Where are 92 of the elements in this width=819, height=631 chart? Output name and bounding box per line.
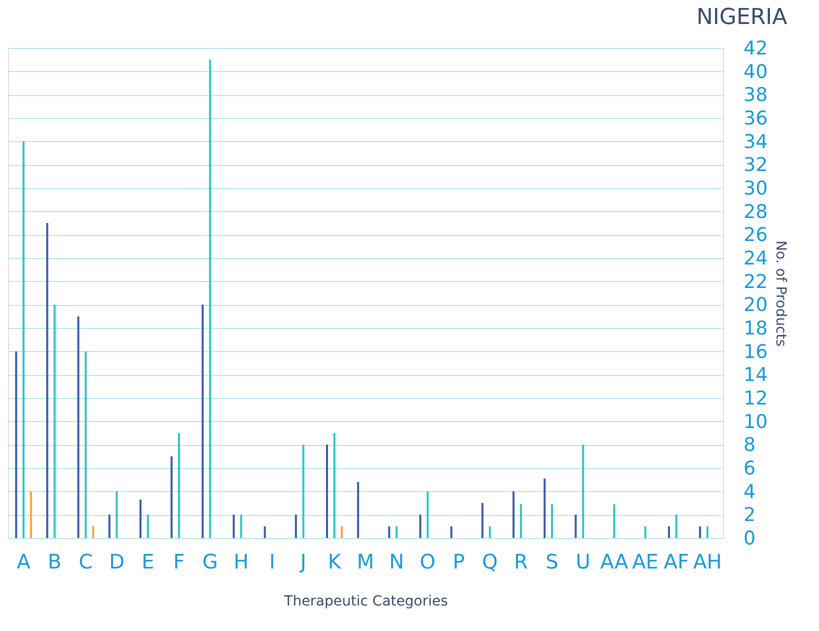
y-tick-label: 0 [744,528,756,550]
bar [333,433,336,538]
x-tick-label: S [546,550,558,574]
bar [202,304,204,538]
bar [450,526,452,538]
bar [15,351,18,538]
bar [240,514,242,538]
bar [170,456,173,538]
bar [264,526,266,538]
y-tick-label: 18 [744,318,768,340]
y-tick-label: 32 [744,154,768,176]
y-tick-label: 30 [744,178,768,200]
bar [146,514,149,538]
bar [30,491,32,538]
bar [22,141,25,538]
bar [388,526,390,538]
bar [232,514,235,538]
bar [512,491,515,538]
x-tick-label: N [389,550,404,574]
bar [574,514,577,538]
chart-title: NIGERIA [696,5,788,30]
x-tick-label: O [420,550,436,574]
x-tick-label: F [173,550,185,574]
x-tick-label: Q [482,550,498,574]
bar [582,444,584,538]
y-tick-label: 24 [744,248,768,270]
x-tick-label: C [78,550,93,574]
y-tick-label: 22 [744,270,768,293]
bar [357,482,360,538]
y-tick-label: 4 [744,480,756,503]
x-tick-label: J [298,550,306,574]
x-tick-label: B [48,550,62,574]
y-tick-label: 12 [744,388,768,410]
x-tick-label: AA [600,550,628,574]
bar [699,526,702,538]
x-tick-label: AH [693,550,722,574]
bar [302,444,304,538]
bar [675,514,678,538]
x-tick-label: M [356,550,374,574]
y-tick-label: 20 [744,294,768,316]
bar [139,500,142,538]
x-tick-label: I [269,550,276,574]
bar [396,526,398,538]
bar [520,504,522,538]
bar [544,478,546,538]
y-tick-label: 28 [744,200,768,223]
bar [116,491,118,538]
bar [77,316,80,538]
y-axis-title: No. of Products [772,240,789,347]
x-tick-label: E [142,550,154,574]
x-tick-label: H [234,550,249,574]
x-tick-label: G [202,550,218,574]
bar [209,60,212,538]
y-tick-label: 2 [744,504,756,526]
bar [46,223,48,538]
y-tick-label: 40 [744,60,768,83]
bar [551,504,554,538]
bar [706,526,708,538]
y-tick-label: 34 [744,130,768,153]
bar [426,491,429,538]
bar [340,526,343,538]
bar [84,351,87,538]
bar [488,526,491,538]
bar [481,503,484,538]
x-tick-label: R [514,550,528,574]
x-tick-label: K [328,550,342,574]
x-tick-label: AE [632,550,658,574]
y-tick-label: 8 [744,434,756,456]
bar [419,514,422,538]
bar [92,526,94,538]
x-axis-title: Therapeutic Categories [283,594,448,610]
x-tick-label: AF [664,550,689,574]
bar [178,433,180,538]
x-tick-label: U [576,550,590,574]
bar [108,514,110,538]
y-tick-label: 36 [744,108,768,130]
y-tick-label: 16 [744,340,768,363]
bar [54,304,56,538]
y-tick-label: 10 [744,410,768,433]
y-tick-label: 42 [744,38,768,60]
y-tick-label: 26 [744,224,768,246]
bar [613,504,616,538]
bar [644,526,646,538]
x-tick-label: D [109,550,125,574]
x-tick-label: A [16,550,31,574]
y-tick-label: 38 [744,84,768,106]
y-tick-label: 14 [744,364,768,386]
bar [668,526,670,538]
bar [294,514,297,538]
x-tick-label: P [452,550,465,574]
bar [326,444,328,538]
y-tick-label: 6 [744,458,756,480]
